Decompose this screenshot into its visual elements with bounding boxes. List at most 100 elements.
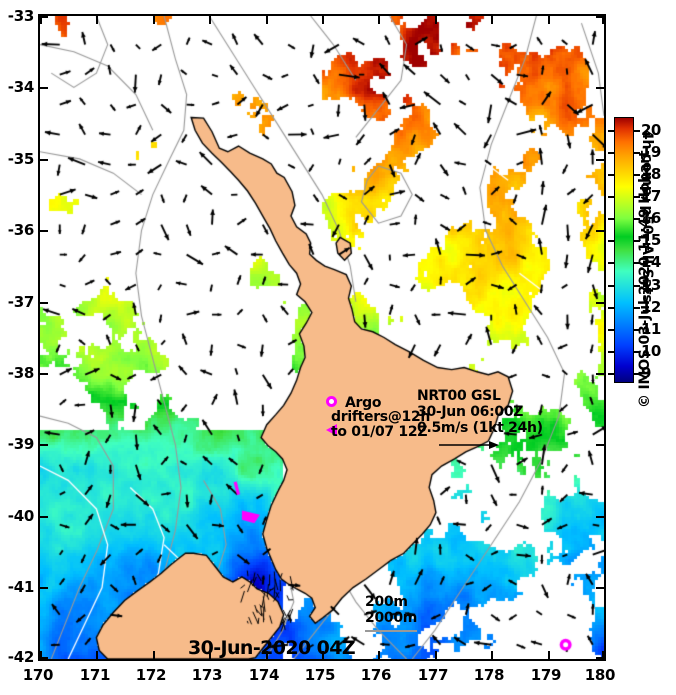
drifter-arrow-icon bbox=[326, 424, 337, 436]
colorbar-label: 9 bbox=[641, 364, 651, 382]
colorbar-label: 17 bbox=[641, 187, 661, 205]
x-tick bbox=[96, 651, 98, 659]
x-tick bbox=[548, 651, 550, 659]
colorbar-tick bbox=[608, 307, 615, 309]
colorbar-label: 11 bbox=[641, 320, 661, 338]
current-vector-legend: NRT00 GSL 30-Jun 06:00Z 0.5m/s (1kt 24h) bbox=[417, 388, 543, 449]
x-axis-label: 173 bbox=[191, 666, 223, 684]
bathymetry-200m-label: 200m bbox=[365, 594, 408, 610]
y-axis-label: -36 bbox=[7, 221, 35, 239]
colorbar-label: 12 bbox=[641, 298, 661, 316]
y-tick bbox=[40, 302, 48, 304]
colorbar-label: 13 bbox=[641, 276, 661, 294]
y-axis-label: -39 bbox=[7, 435, 35, 453]
x-axis-label: 180 bbox=[584, 666, 616, 684]
colorbar-label: 20 bbox=[641, 121, 661, 139]
colorbar-tick-inner bbox=[634, 373, 640, 375]
y-tick-right bbox=[596, 373, 604, 375]
x-tick-top bbox=[322, 16, 324, 24]
colorbar-tick-inner bbox=[634, 351, 640, 353]
argo-legend-line3: to 01/07 12Z bbox=[331, 424, 428, 440]
colorbar-tick-inner bbox=[634, 307, 640, 309]
y-tick-right bbox=[596, 87, 604, 89]
colorbar-tick bbox=[608, 196, 615, 198]
bathymetry-contour-swatch bbox=[365, 630, 417, 632]
y-tick-right bbox=[596, 302, 604, 304]
y-axis-label: -40 bbox=[7, 507, 35, 525]
colorbar-label: 16 bbox=[641, 209, 661, 227]
y-tick-right bbox=[596, 159, 604, 161]
imos-credit: © IMOS 03-Jul-2020 11:49 Hobart bbox=[637, 150, 653, 408]
map-plot-area[interactable]: Argo drifters@12h to 01/07 12Z NRT00 GSL… bbox=[38, 14, 606, 661]
x-axis-label: 172 bbox=[135, 666, 167, 684]
colorbar-tick bbox=[608, 152, 615, 154]
y-tick-right bbox=[596, 657, 604, 659]
y-tick-right bbox=[596, 516, 604, 518]
y-tick bbox=[40, 16, 48, 18]
y-tick-right bbox=[596, 587, 604, 589]
x-tick-top bbox=[266, 16, 268, 24]
colorbar-label: 19 bbox=[641, 143, 661, 161]
x-tick bbox=[209, 651, 211, 659]
colorbar-tick bbox=[608, 285, 615, 287]
colorbar-tick-inner bbox=[634, 262, 640, 264]
colorbar-gradient bbox=[614, 117, 634, 383]
colorbar-tick bbox=[608, 351, 615, 353]
argo-float-icon bbox=[326, 396, 337, 407]
field-date-stamp: 30-Jun-2020 04Z bbox=[188, 637, 356, 659]
y-tick bbox=[40, 657, 48, 659]
y-tick-right bbox=[596, 16, 604, 18]
colorbar-tick bbox=[608, 240, 615, 242]
x-axis-label: 177 bbox=[417, 666, 449, 684]
colorbar-label: 10 bbox=[641, 342, 661, 360]
x-axis-label: 175 bbox=[304, 666, 336, 684]
colorbar-tick bbox=[608, 218, 615, 220]
x-tick-top bbox=[548, 16, 550, 24]
argo-legend-line2: drifters@12h bbox=[331, 409, 431, 425]
sst-map-canvas[interactable] bbox=[40, 16, 604, 659]
y-axis-label: -35 bbox=[7, 150, 35, 168]
bathymetry-2000m-label: 2000m bbox=[365, 610, 418, 626]
y-axis-label: -37 bbox=[7, 293, 35, 311]
x-tick bbox=[491, 651, 493, 659]
x-tick bbox=[435, 651, 437, 659]
colorbar[interactable] bbox=[614, 117, 634, 383]
x-tick bbox=[378, 651, 380, 659]
x-tick-top bbox=[435, 16, 437, 24]
current-legend-source: NRT00 GSL bbox=[417, 388, 501, 404]
current-legend-time: 30-Jun 06:00Z bbox=[417, 404, 524, 420]
colorbar-label: 18 bbox=[641, 165, 661, 183]
y-tick bbox=[40, 516, 48, 518]
x-axis-label: 170 bbox=[22, 666, 54, 684]
argo-legend-title: Argo bbox=[345, 395, 382, 411]
colorbar-tick-inner bbox=[634, 174, 640, 176]
x-tick bbox=[153, 651, 155, 659]
x-tick bbox=[322, 651, 324, 659]
y-axis-label: -33 bbox=[7, 7, 35, 25]
colorbar-tick bbox=[608, 174, 615, 176]
x-tick-top bbox=[378, 16, 380, 24]
colorbar-tick bbox=[608, 130, 615, 132]
y-tick bbox=[40, 87, 48, 89]
x-tick-top bbox=[96, 16, 98, 24]
colorbar-tick-inner bbox=[634, 218, 640, 220]
current-legend-scale: 0.5m/s (1kt 24h) bbox=[417, 420, 543, 436]
colorbar-tick bbox=[608, 373, 615, 375]
y-tick bbox=[40, 230, 48, 232]
colorbar-tick bbox=[608, 329, 615, 331]
colorbar-tick bbox=[608, 262, 615, 264]
colorbar-tick-inner bbox=[634, 240, 640, 242]
colorbar-tick-inner bbox=[634, 196, 640, 198]
current-scale-arrow-icon bbox=[439, 441, 499, 449]
x-axis-label: 176 bbox=[360, 666, 392, 684]
y-tick-right bbox=[596, 230, 604, 232]
colorbar-tick-inner bbox=[634, 285, 640, 287]
y-axis-label: -38 bbox=[7, 364, 35, 382]
y-tick bbox=[40, 373, 48, 375]
x-axis-label: 174 bbox=[248, 666, 280, 684]
y-axis-label: -42 bbox=[7, 648, 35, 666]
y-tick bbox=[40, 444, 48, 446]
colorbar-label: 15 bbox=[641, 231, 661, 249]
x-axis-label: 179 bbox=[530, 666, 562, 684]
